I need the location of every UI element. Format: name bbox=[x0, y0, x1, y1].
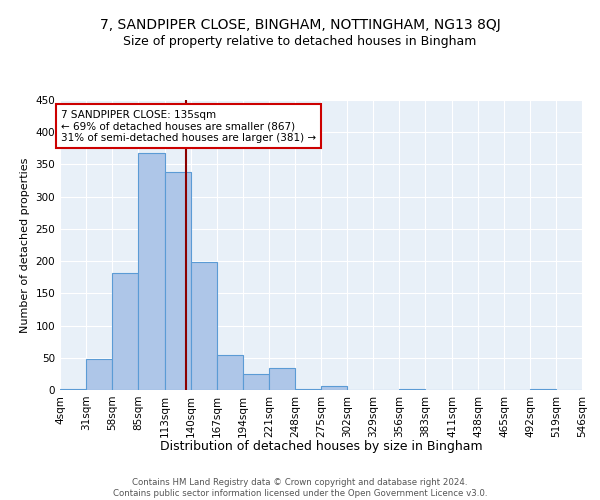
Bar bbox=[295, 388, 321, 390]
Bar bbox=[86, 359, 112, 390]
Bar bbox=[321, 386, 347, 390]
Text: Size of property relative to detached houses in Bingham: Size of property relative to detached ho… bbox=[124, 35, 476, 48]
Text: 7 SANDPIPER CLOSE: 135sqm
← 69% of detached houses are smaller (867)
31% of semi: 7 SANDPIPER CLOSE: 135sqm ← 69% of detac… bbox=[61, 110, 316, 143]
Bar bbox=[60, 388, 86, 390]
Bar bbox=[112, 274, 138, 390]
Bar bbox=[138, 154, 165, 390]
Text: 7, SANDPIPER CLOSE, BINGHAM, NOTTINGHAM, NG13 8QJ: 7, SANDPIPER CLOSE, BINGHAM, NOTTINGHAM,… bbox=[100, 18, 500, 32]
Bar bbox=[269, 368, 295, 390]
Bar bbox=[217, 355, 243, 390]
Bar bbox=[530, 388, 556, 390]
X-axis label: Distribution of detached houses by size in Bingham: Distribution of detached houses by size … bbox=[160, 440, 482, 453]
Bar bbox=[191, 262, 217, 390]
Bar bbox=[243, 374, 269, 390]
Bar bbox=[165, 172, 191, 390]
Bar bbox=[399, 388, 425, 390]
Text: Contains HM Land Registry data © Crown copyright and database right 2024.
Contai: Contains HM Land Registry data © Crown c… bbox=[113, 478, 487, 498]
Y-axis label: Number of detached properties: Number of detached properties bbox=[20, 158, 30, 332]
